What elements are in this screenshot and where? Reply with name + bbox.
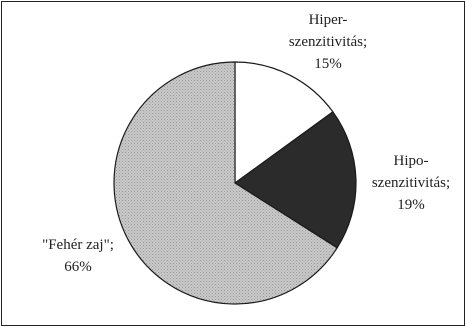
- pie-slice-2: [233, 111, 357, 249]
- pie-slice-1: [234, 61, 334, 185]
- pie-slices: [113, 61, 357, 305]
- slice-label-line: Hipo-: [394, 153, 429, 169]
- slice-label-line: szenzitivitás;: [372, 175, 450, 191]
- slice-label-3: "Fehér zaj"; 66%: [42, 237, 114, 275]
- slice-label-1: Hiper-szenzitivitás; 15%: [289, 12, 367, 72]
- slice-label-2: Hipo-szenzitivitás; 19%: [372, 153, 450, 213]
- slice-label-line: 19%: [397, 197, 425, 213]
- pie-slice-3: [113, 61, 338, 305]
- slice-label-line: Hiper-: [309, 12, 348, 28]
- slice-label-line: szenzitivitás;: [289, 34, 367, 50]
- slice-label-line: "Fehér zaj";: [42, 237, 114, 253]
- slice-label-line: 66%: [64, 259, 92, 275]
- pie-labels: Hiper-szenzitivitás; 15% Hipo-szenzitivitá…: [42, 12, 450, 275]
- slice-label-line: 15%: [314, 56, 342, 72]
